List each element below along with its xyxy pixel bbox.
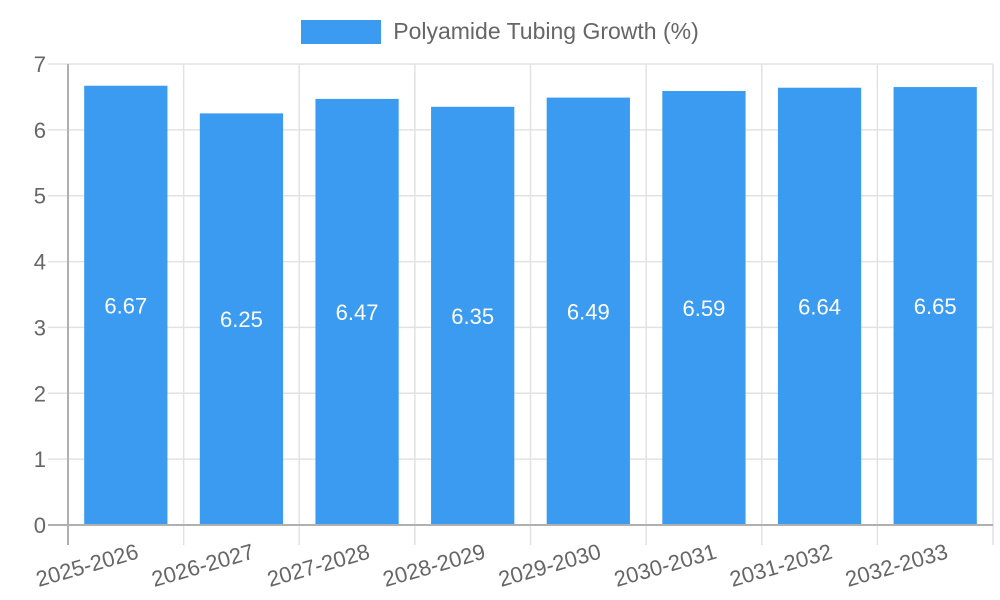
y-tick-label: 3 xyxy=(34,315,46,340)
data-label: 6.35 xyxy=(451,304,494,329)
data-labels: 6.67 6.25 6.47 6.35 6.49 6.59 6.64 6.65 xyxy=(104,293,956,332)
bar-2028-2029[interactable] xyxy=(431,106,515,526)
x-tick-label: 2029-2030 xyxy=(496,539,604,592)
y-tick-label: 2 xyxy=(34,381,46,406)
data-label: 6.67 xyxy=(104,293,147,318)
x-tick-label: 2026-2027 xyxy=(149,539,257,592)
bar-2027-2028[interactable] xyxy=(315,98,399,525)
bar-2029-2030[interactable] xyxy=(546,97,630,525)
y-tick-label: 7 xyxy=(34,52,46,77)
legend-label[interactable]: Polyamide Tubing Growth (%) xyxy=(393,18,699,44)
x-tick-label: 2025-2026 xyxy=(33,539,141,592)
y-tick-label: 6 xyxy=(34,118,46,143)
data-label: 6.49 xyxy=(567,299,610,324)
data-label: 6.64 xyxy=(798,294,841,319)
chart-legend: Polyamide Tubing Growth (%) xyxy=(0,18,1000,45)
y-tick-label: 1 xyxy=(34,447,46,472)
data-label: 6.59 xyxy=(683,296,726,321)
x-tick-label: 2028-2029 xyxy=(380,539,488,592)
x-tick-label: 2032-2033 xyxy=(843,539,951,592)
bar-2025-2026[interactable] xyxy=(84,85,168,526)
x-tick-label: 2030-2031 xyxy=(611,539,719,592)
bar-2030-2031[interactable] xyxy=(662,91,746,525)
x-tick-label: 2031-2032 xyxy=(727,539,835,592)
bar-2032-2033[interactable] xyxy=(893,87,977,526)
legend-swatch[interactable] xyxy=(301,19,382,44)
x-tick-label: 2027-2028 xyxy=(264,539,372,592)
bar-2026-2027[interactable] xyxy=(199,113,284,526)
data-label: 6.47 xyxy=(336,300,379,325)
data-label: 6.65 xyxy=(914,294,957,319)
y-tick-label: 5 xyxy=(34,184,46,209)
y-tick-label: 4 xyxy=(34,250,46,275)
bars xyxy=(84,85,977,526)
y-tick-label: 0 xyxy=(34,513,46,538)
bar-2031-2032[interactable] xyxy=(777,87,862,526)
data-label: 6.25 xyxy=(220,307,263,332)
